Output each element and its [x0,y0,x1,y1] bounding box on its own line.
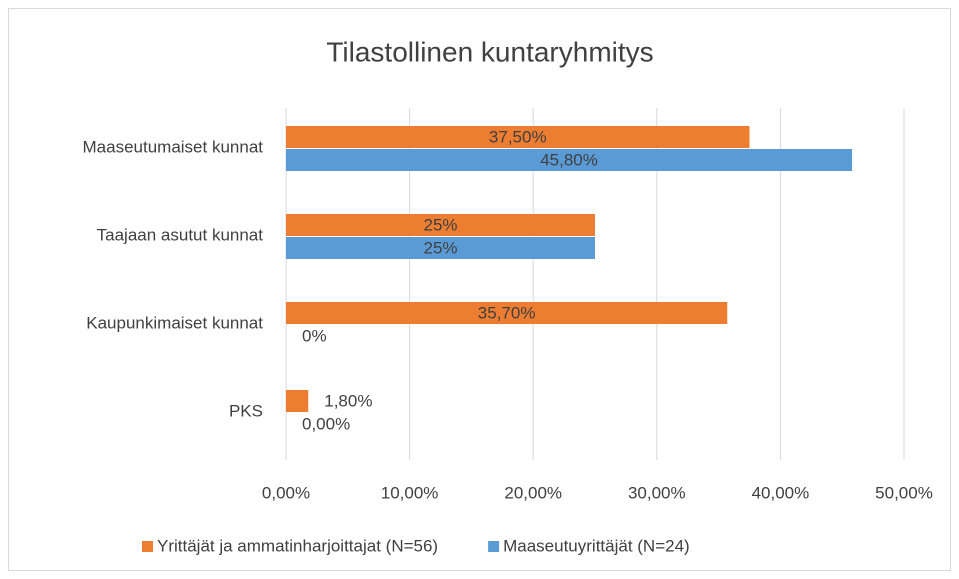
x-tick-label: 10,00% [381,483,439,502]
y-tick-label: Maaseutumaiset kunnat [83,137,264,156]
x-tick-label: 30,00% [628,483,686,502]
y-tick-label: PKS [229,401,263,420]
chart-border [8,8,951,571]
y-tick-label: Kaupunkimaiset kunnat [86,313,263,332]
data-label: 1,80% [324,391,372,410]
x-tick-label: 0,00% [262,483,310,502]
chart-title: Tilastollinen kuntaryhmitys [326,36,653,67]
data-label: 37,50% [489,127,547,146]
x-tick-label: 20,00% [504,483,562,502]
bar [286,214,595,236]
x-tick-label: 50,00% [875,483,933,502]
legend-label: Yrittäjät ja ammatinharjoittajat (N=56) [157,536,438,555]
x-tick-label: 40,00% [752,483,810,502]
data-label: 35,70% [478,303,536,322]
data-label: 45,80% [540,150,598,169]
y-tick-label: Taajaan asutut kunnat [97,225,264,244]
data-label: 0,00% [302,414,350,433]
bar [286,126,750,148]
legend-label: Maaseutuyrittäjät (N=24) [503,536,690,555]
data-label: 0% [302,326,327,345]
bar [286,237,595,259]
bar [286,302,728,324]
bar [286,390,309,412]
data-label: 25% [423,215,457,234]
legend-swatch [488,541,500,552]
bar [286,149,853,171]
legend-swatch [142,541,153,552]
data-label: 25% [423,238,457,257]
